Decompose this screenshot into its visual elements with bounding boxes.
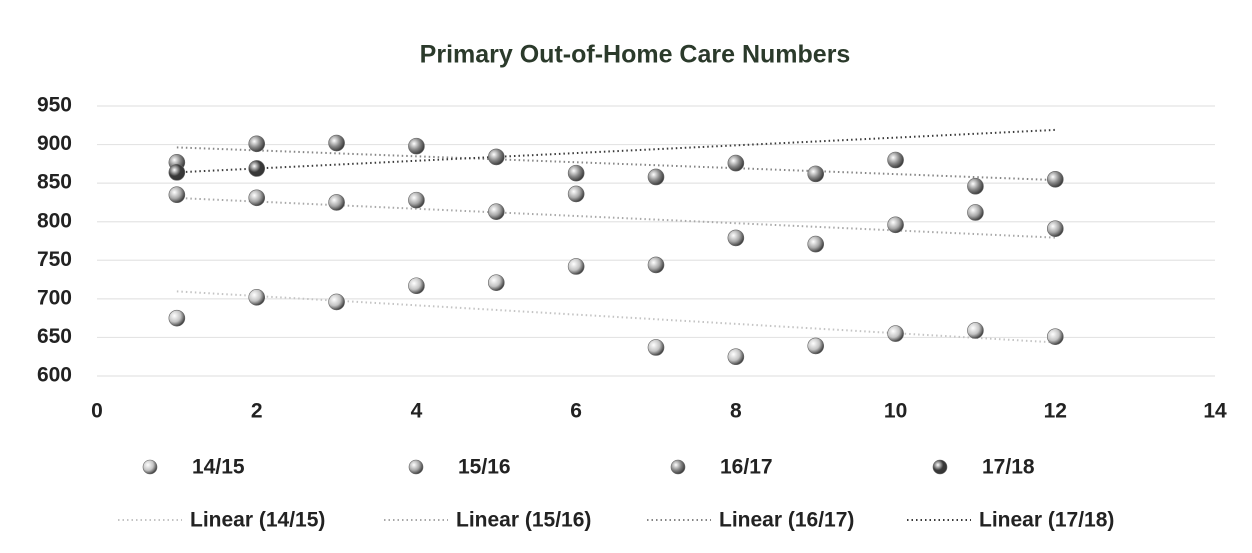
legend-marker [142, 459, 158, 475]
data-point [807, 165, 825, 183]
data-point [647, 256, 665, 274]
data-point [967, 204, 984, 221]
data-point [727, 348, 745, 366]
x-tick-label: 0 [91, 400, 103, 423]
data-point [248, 289, 266, 306]
y-tick-label: 850 [37, 171, 72, 194]
data-point [647, 168, 665, 186]
data-point [328, 194, 345, 211]
legend-marker [408, 459, 424, 475]
data-point [807, 235, 825, 253]
data-point [567, 258, 585, 275]
data-point [1046, 328, 1064, 345]
y-tick-label: 900 [37, 132, 72, 155]
x-tick-label: 12 [1044, 400, 1067, 423]
x-tick-label: 8 [730, 400, 742, 423]
legend-label: 16/17 [720, 456, 773, 479]
legend-marker [670, 459, 686, 475]
data-point [807, 337, 825, 355]
y-tick-label: 800 [37, 209, 72, 232]
data-point [727, 154, 745, 172]
data-point [887, 151, 904, 169]
data-point [1046, 220, 1064, 237]
x-tick-label: 10 [884, 400, 907, 423]
data-point [967, 177, 984, 195]
data-point [1046, 170, 1064, 188]
y-tick-label: 650 [37, 325, 72, 348]
x-tick-label: 2 [251, 400, 263, 423]
legend-label: 15/16 [458, 456, 511, 479]
data-point [487, 203, 505, 220]
x-tick-label: 14 [1203, 400, 1227, 423]
trendline [176, 146, 1056, 182]
data-point [248, 160, 266, 177]
trendline [176, 196, 1056, 239]
data-point [408, 277, 425, 295]
data-point [328, 134, 345, 152]
x-tick-label: 6 [570, 400, 582, 423]
data-point [967, 322, 984, 339]
chart-title: Primary Out-of-Home Care Numbers [420, 41, 851, 69]
data-point [168, 164, 186, 181]
data-point [487, 274, 505, 291]
legend-label: Linear (14/15) [190, 509, 325, 532]
data-point [248, 189, 266, 207]
legend-label: Linear (16/17) [719, 509, 854, 532]
data-point [328, 293, 345, 311]
trendline [176, 128, 1056, 174]
data-point [408, 191, 425, 209]
y-tick-label: 700 [37, 286, 72, 309]
data-point [487, 148, 505, 166]
y-tick-label: 950 [37, 94, 72, 117]
y-tick-label: 750 [37, 248, 72, 271]
legend-label: 17/18 [982, 456, 1035, 479]
legend-marker [932, 459, 948, 475]
x-tick-label: 4 [411, 400, 423, 423]
data-point [168, 309, 186, 327]
data-point [887, 325, 904, 342]
legend-label: 14/15 [192, 456, 245, 479]
data-point [647, 339, 665, 356]
legend-label: Linear (15/16) [456, 509, 591, 532]
legend-label: Linear (17/18) [979, 509, 1114, 532]
y-tick-label: 600 [37, 364, 72, 387]
data-point [887, 216, 904, 234]
data-point [248, 135, 266, 153]
data-point [567, 164, 585, 182]
data-point [567, 185, 585, 203]
data-point [727, 229, 745, 247]
data-point [408, 137, 425, 155]
data-point [168, 186, 186, 204]
